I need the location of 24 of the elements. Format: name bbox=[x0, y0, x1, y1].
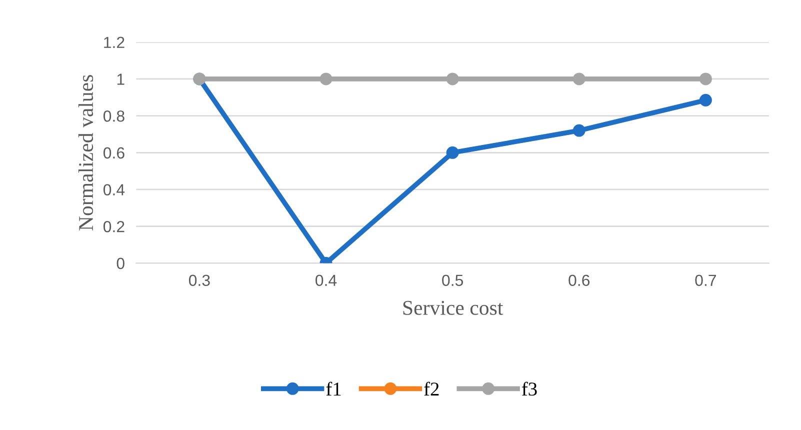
legend-label: f1 bbox=[326, 382, 341, 396]
x-tick-label: 0.7 bbox=[695, 274, 716, 286]
point bbox=[699, 94, 712, 106]
y-tick-label: 1.2 bbox=[104, 36, 124, 48]
y-axis-title: Normalized values bbox=[78, 75, 94, 230]
y-tick-label: 0.2 bbox=[103, 220, 124, 232]
x-tick-label: 0.6 bbox=[568, 274, 590, 286]
legend-label: f3 bbox=[522, 382, 537, 396]
x-tick-label: 0.3 bbox=[188, 274, 210, 286]
point bbox=[572, 72, 586, 86]
point bbox=[320, 72, 332, 86]
x-tick-label: 0.5 bbox=[442, 274, 463, 286]
point bbox=[699, 72, 712, 86]
y-tick-label: 0 bbox=[116, 258, 124, 270]
y-tick-label: 0.6 bbox=[103, 147, 124, 159]
x-tick-label: 0.4 bbox=[316, 274, 337, 286]
point bbox=[446, 72, 459, 86]
y-tick-label: 0.8 bbox=[103, 110, 124, 122]
y-tick-label: 1 bbox=[117, 74, 124, 85]
x-axis-title: Service cost bbox=[403, 300, 504, 315]
point bbox=[572, 124, 586, 137]
y-tick-label: 0.4 bbox=[103, 184, 125, 196]
legend-label: f2 bbox=[424, 382, 439, 396]
point bbox=[446, 146, 459, 159]
